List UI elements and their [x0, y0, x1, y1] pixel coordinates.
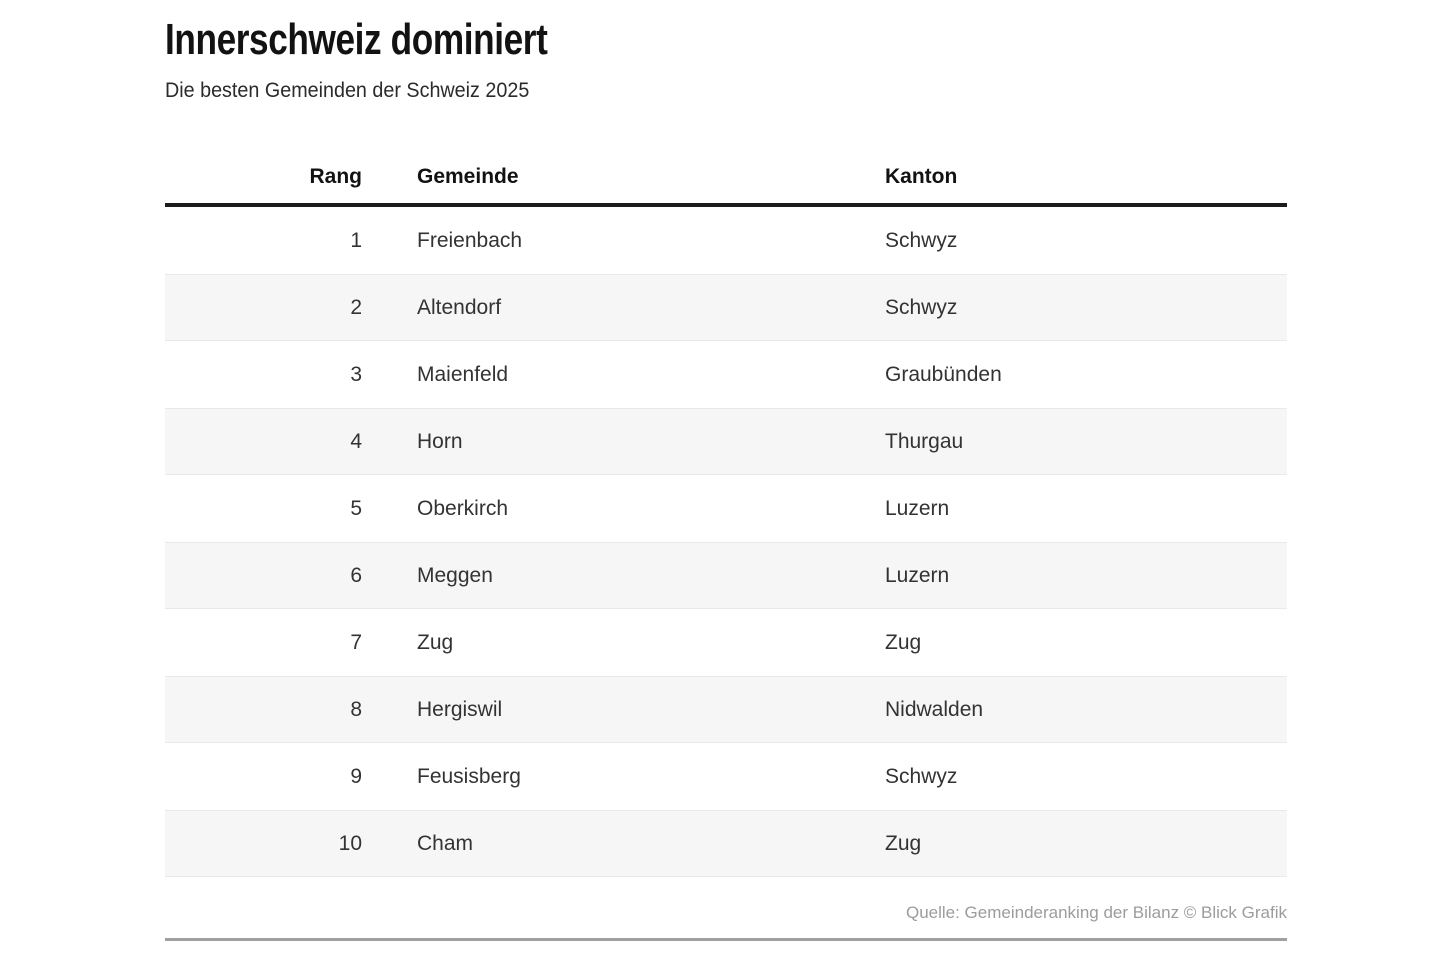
cell-rang: 7: [350, 630, 362, 654]
cell-gemeinde: Meggen: [417, 563, 493, 587]
cell-kanton: Graubünden: [885, 362, 1002, 386]
table-row: 9 Feusisberg Schwyz: [165, 743, 1287, 810]
cell-kanton: Thurgau: [885, 429, 964, 453]
cell-rang: 3: [350, 362, 362, 386]
cell-kanton: Schwyz: [885, 764, 958, 788]
cell-kanton: Schwyz: [885, 228, 958, 252]
table-body: 1 Freienbach Schwyz 2 Altendorf Schwyz 3 Maienf…: [165, 207, 1287, 877]
table-row: 1 Freienbach Schwyz: [165, 207, 1287, 274]
cell-rang: 5: [350, 496, 362, 520]
ranking-table: Rang Gemeinde Kanton 1 Freienbach Schwyz 2 A…: [165, 150, 1287, 877]
cell-rang: 10: [338, 831, 362, 855]
table-row: 5 Oberkirch Luzern: [165, 475, 1287, 542]
table-row: 7 Zug Zug: [165, 609, 1287, 676]
cell-rang: 1: [350, 228, 362, 252]
page-subtitle: Die besten Gemeinden der Schweiz 2025: [165, 79, 530, 102]
cell-rang: 2: [350, 295, 362, 319]
cell-gemeinde: Maienfeld: [417, 362, 509, 386]
cell-kanton: Zug: [885, 831, 922, 855]
cell-gemeinde: Oberkirch: [417, 496, 509, 520]
table-row: 4 Horn Thurgau: [165, 408, 1287, 475]
table-row: 3 Maienfeld Graubünden: [165, 341, 1287, 408]
cell-kanton: Nidwalden: [885, 697, 984, 721]
cell-gemeinde: Feusisberg: [417, 764, 521, 788]
cell-gemeinde: Zug: [417, 630, 454, 654]
table-row: 10 Cham Zug: [165, 810, 1287, 877]
cell-kanton: Luzern: [885, 496, 950, 520]
page-title: Innerschweiz dominiert: [165, 15, 548, 64]
cell-gemeinde: Hergiswil: [417, 697, 503, 721]
cell-rang: 9: [350, 764, 362, 788]
source-note: Quelle: Gemeinderanking der Bilanz © Bli…: [905, 903, 1287, 922]
table-row: 2 Altendorf Schwyz: [165, 274, 1287, 341]
cell-rang: 8: [350, 697, 362, 721]
cell-gemeinde: Freienbach: [417, 228, 523, 252]
table-row: 8 Hergiswil Nidwalden: [165, 676, 1287, 743]
cell-kanton: Luzern: [885, 563, 950, 587]
column-header-gemeinde: Gemeinde: [417, 164, 519, 188]
column-header-rang: Rang: [309, 164, 363, 188]
cell-gemeinde: Horn: [417, 429, 463, 453]
cell-kanton: Zug: [885, 630, 922, 654]
cell-gemeinde: Altendorf: [417, 295, 502, 319]
table-header-row: Rang Gemeinde Kanton: [165, 150, 1287, 207]
column-header-kanton: Kanton: [885, 164, 958, 188]
cell-rang: 6: [350, 563, 362, 587]
cell-kanton: Schwyz: [885, 295, 958, 319]
cell-rang: 4: [350, 429, 362, 453]
table-row: 6 Meggen Luzern: [165, 542, 1287, 609]
cell-gemeinde: Cham: [417, 831, 474, 855]
bottom-rule: [165, 938, 1287, 941]
